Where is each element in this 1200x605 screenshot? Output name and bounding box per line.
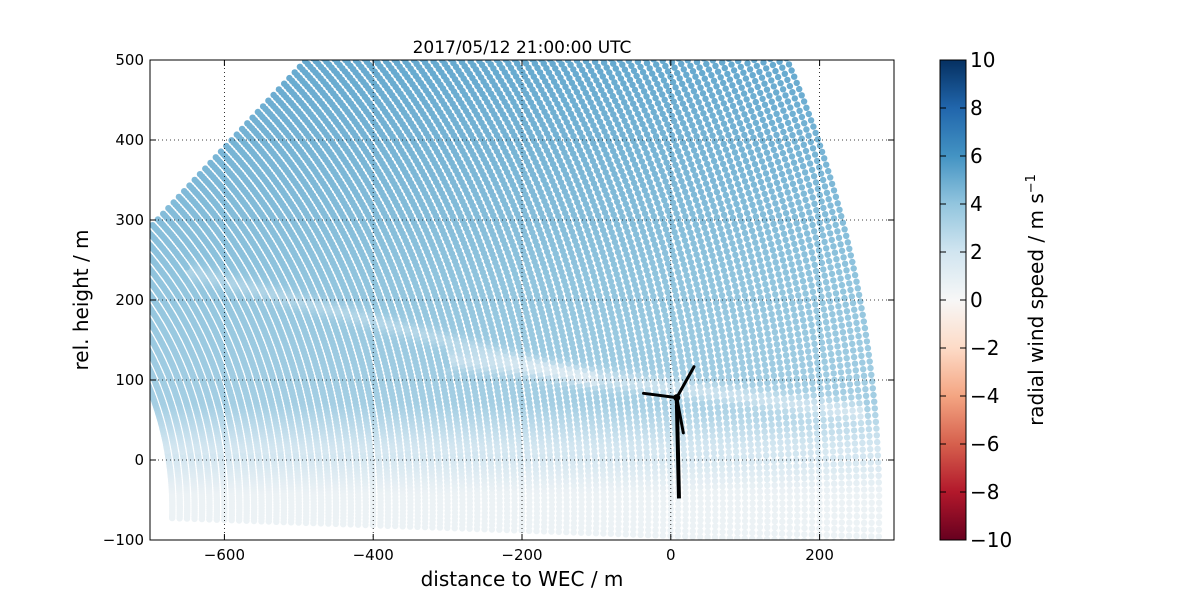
scatter-point bbox=[150, 229, 153, 236]
scatter-points bbox=[140, 60, 883, 540]
scatter-point bbox=[143, 249, 149, 255]
scatter-point bbox=[142, 357, 148, 363]
scatter-point bbox=[281, 80, 288, 87]
scatter-point bbox=[181, 188, 188, 195]
scatter-point bbox=[141, 248, 147, 254]
scatter-point bbox=[150, 277, 153, 284]
scatter-point bbox=[275, 86, 283, 93]
scatter-point bbox=[202, 165, 209, 172]
scatter-point bbox=[143, 328, 149, 334]
scatter-point bbox=[142, 272, 148, 278]
scatter-point bbox=[150, 265, 153, 272]
scatter-point bbox=[143, 300, 149, 306]
scatter-point bbox=[143, 359, 149, 365]
scatter-point bbox=[142, 237, 148, 243]
scatter-point bbox=[150, 240, 151, 243]
scatter-point bbox=[140, 258, 146, 264]
scatter-point bbox=[150, 240, 152, 247]
scatter-point bbox=[291, 69, 298, 76]
scatter-point bbox=[142, 311, 148, 317]
scatter-point bbox=[150, 252, 153, 260]
scatter-point bbox=[165, 205, 172, 212]
scatter-point bbox=[142, 284, 148, 290]
scatter-point bbox=[142, 326, 148, 332]
scatter-point bbox=[140, 337, 146, 343]
scatter-point bbox=[207, 159, 214, 167]
scatter-point bbox=[175, 193, 183, 201]
scatter-point bbox=[142, 260, 148, 266]
scatter-point bbox=[150, 362, 151, 365]
scatter-point bbox=[140, 246, 146, 252]
scatter-point bbox=[143, 313, 149, 319]
scatter-point bbox=[150, 346, 151, 349]
scatter-point bbox=[150, 289, 152, 296]
scatter-point bbox=[238, 125, 246, 133]
scatter-point bbox=[270, 91, 277, 99]
scatter-point bbox=[140, 354, 146, 360]
scatter-point bbox=[191, 176, 198, 184]
scatter-point bbox=[140, 282, 146, 288]
scatter-point bbox=[141, 270, 147, 276]
scatter-point bbox=[244, 120, 251, 127]
scatter-point bbox=[150, 348, 153, 355]
scatter-point bbox=[217, 148, 225, 155]
scatter-point bbox=[186, 182, 193, 189]
scatter-point bbox=[141, 324, 147, 330]
scatter-point bbox=[141, 355, 147, 361]
scatter-point bbox=[143, 274, 149, 280]
scatter-point bbox=[150, 303, 152, 310]
scatter-point bbox=[286, 74, 293, 82]
scatter-point bbox=[228, 137, 235, 144]
scatter-point bbox=[140, 323, 146, 329]
scatter-point bbox=[265, 97, 272, 104]
scatter-point bbox=[254, 108, 262, 116]
scatter-point bbox=[160, 210, 167, 217]
scatter-point bbox=[170, 199, 177, 206]
scatter-point bbox=[259, 103, 267, 110]
scatter-point bbox=[150, 331, 152, 338]
scatter-point bbox=[233, 131, 240, 138]
scatter-point bbox=[141, 235, 147, 241]
scatter-point bbox=[141, 310, 147, 316]
scatter-point bbox=[143, 262, 149, 268]
scatter-point bbox=[150, 316, 152, 323]
scatter-point bbox=[212, 154, 219, 161]
scatter-point bbox=[142, 341, 148, 347]
scatter-point bbox=[143, 378, 149, 384]
scatter-point bbox=[150, 289, 151, 293]
scatter-point bbox=[143, 343, 149, 349]
scatter-point bbox=[196, 171, 204, 178]
scatter-point bbox=[249, 114, 256, 121]
scatter-point bbox=[141, 339, 147, 345]
